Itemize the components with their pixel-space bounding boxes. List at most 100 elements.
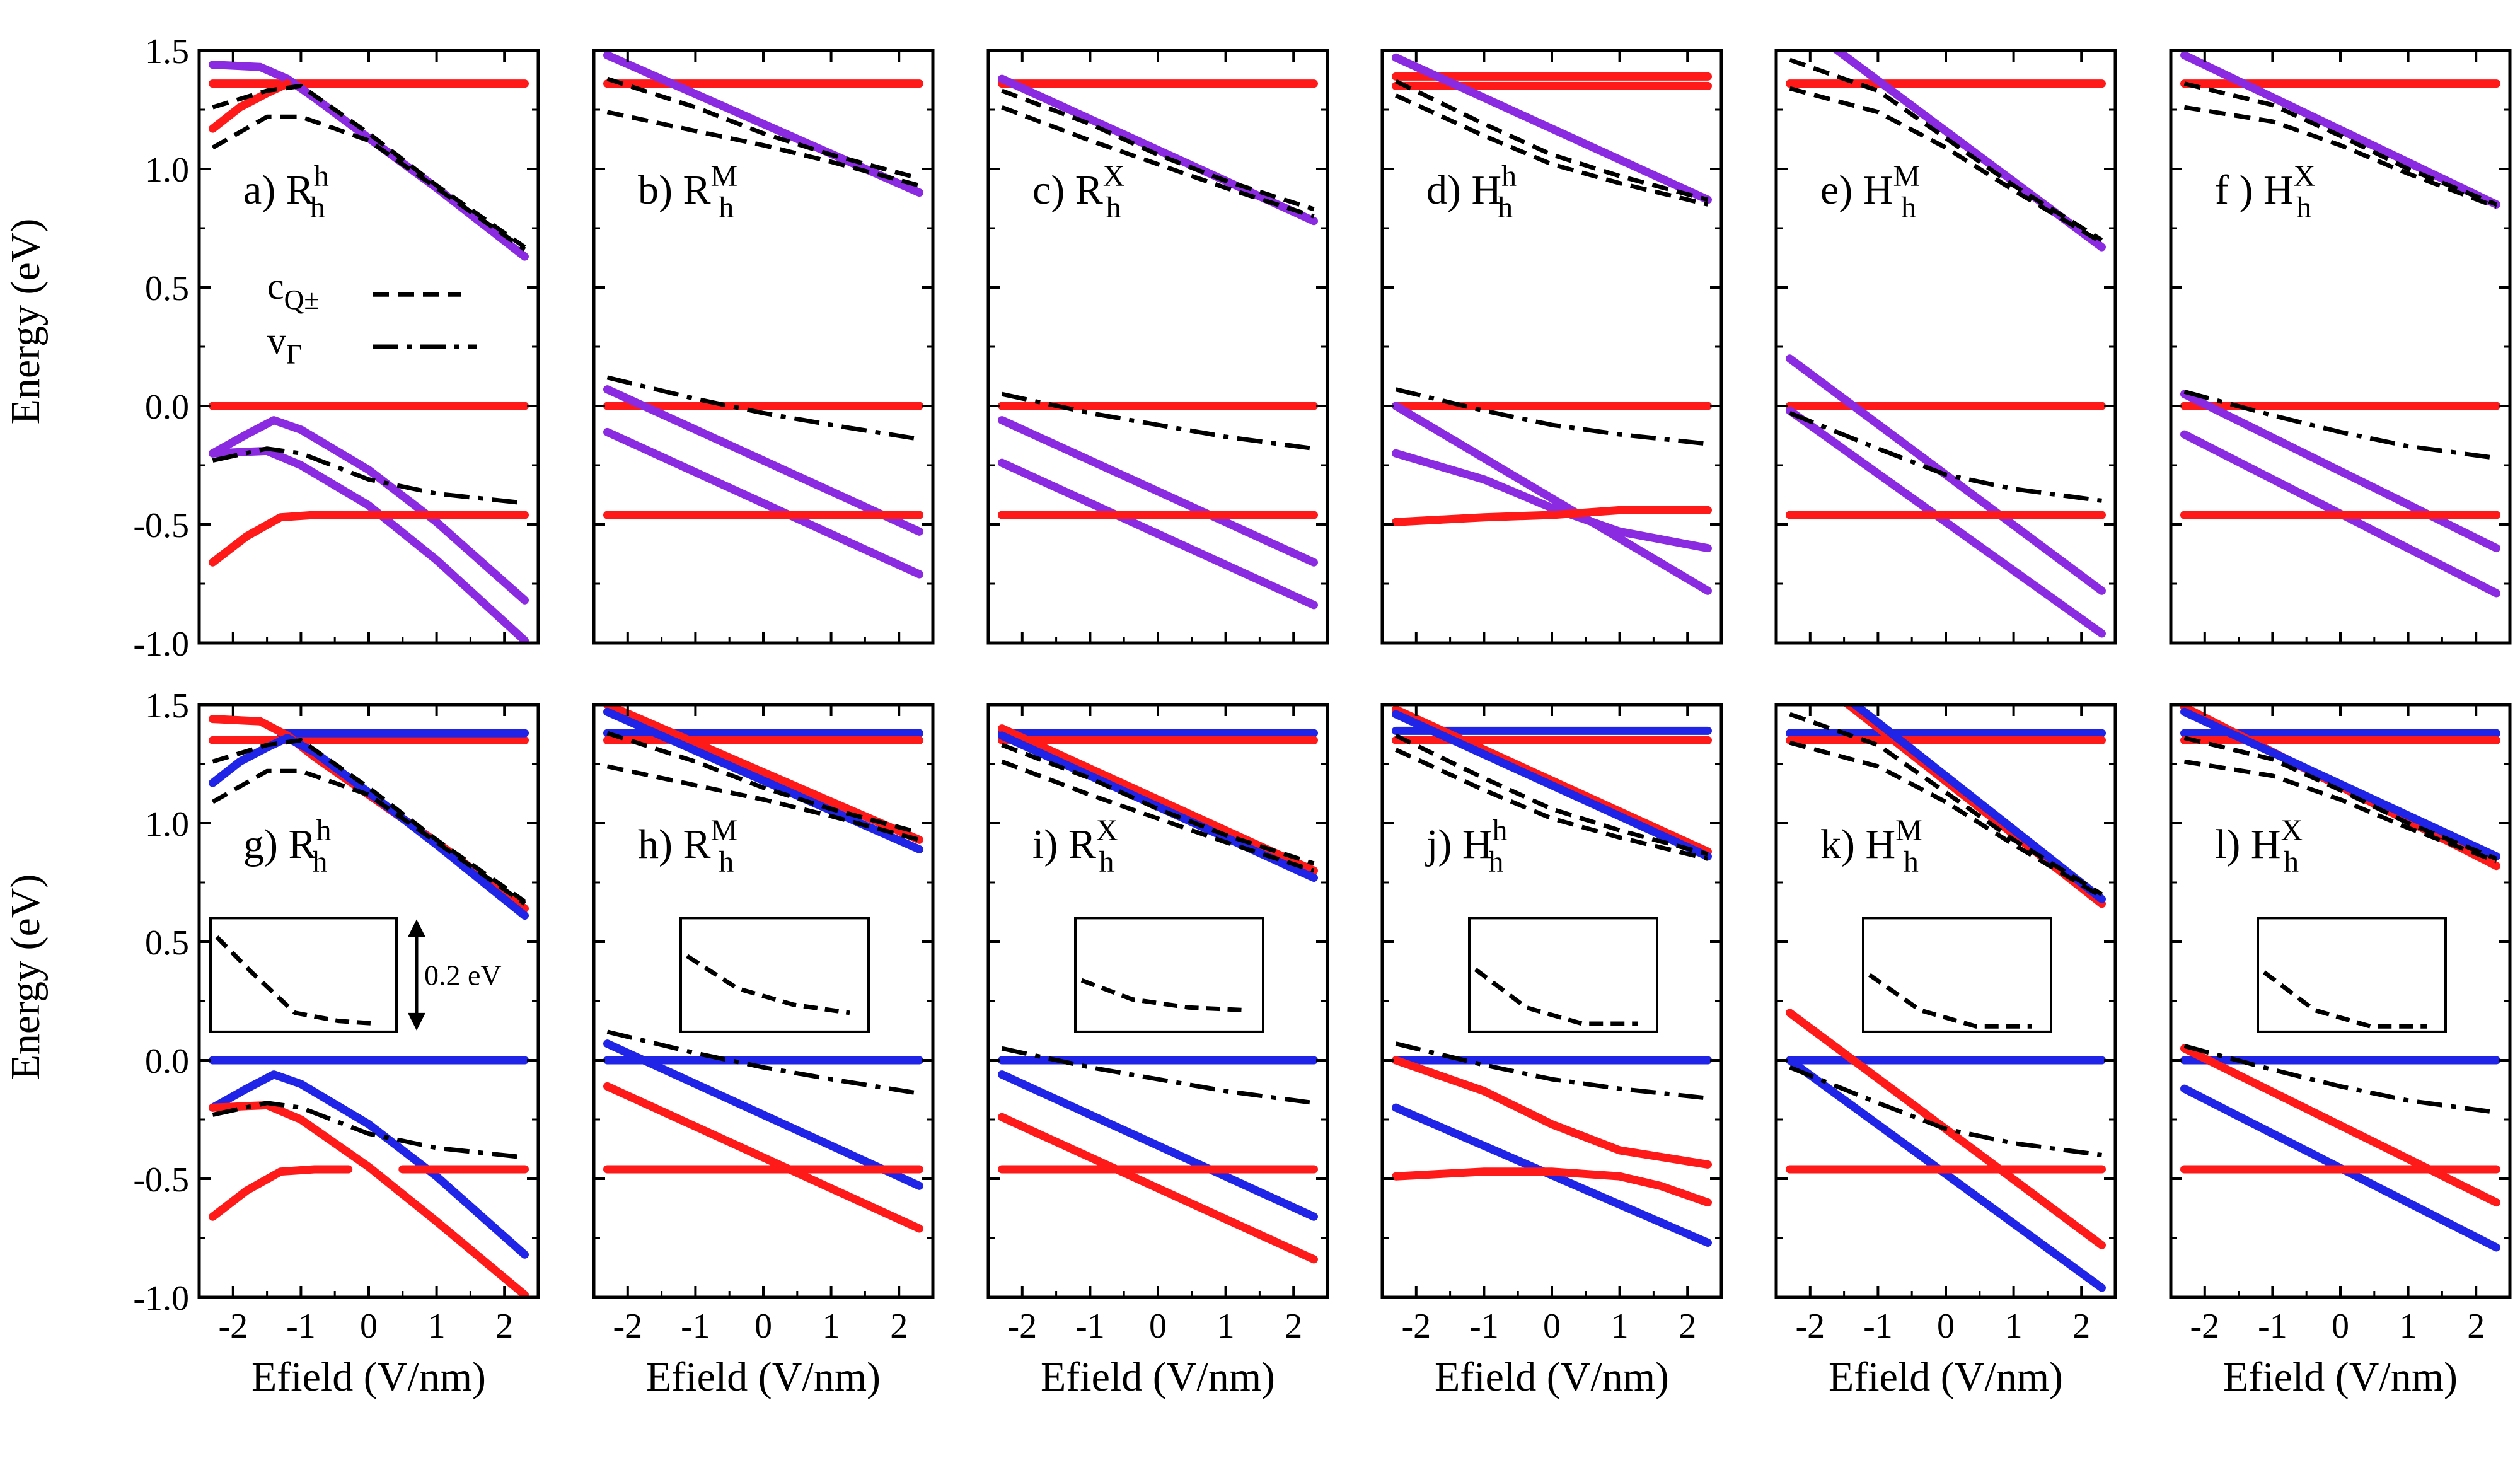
- y-tick-label: 0.0: [145, 388, 189, 427]
- x-tick-label: 1: [428, 1307, 446, 1346]
- series-line-c-q-: [606, 76, 920, 181]
- y-axis-label-top: Energy (eV): [3, 219, 49, 425]
- series-line-conduction-sloped: [998, 74, 1318, 226]
- panel-c: c) RX h: [986, 49, 1329, 645]
- panel-label: j) Hh h: [1425, 814, 1507, 879]
- panel-label-superscript: h: [1492, 814, 1507, 847]
- panel-label: e) HM h: [1820, 159, 1920, 224]
- inset-curve: [1868, 973, 2032, 1029]
- panel-label-subscript: h: [310, 191, 325, 224]
- panel-label-prefix: k) H: [1820, 821, 1895, 867]
- ticks-group: [1775, 703, 2117, 1299]
- series-line-c-q-: [1394, 79, 1709, 202]
- series-line-conduction-mixed: [209, 79, 292, 133]
- series-line-c-q-: [1001, 105, 1315, 219]
- panel-a: 1.5 1.0 0.5 0.0 -0.5 -1.0 a) Rh h cQ± vΓ: [133, 32, 540, 664]
- series-line-v-gamma: [212, 1101, 525, 1160]
- series-line-valence-lower: [603, 427, 923, 579]
- series-line-conduction-sloped-blue: [1848, 705, 2106, 903]
- panel-e: e) HM h: [1774, 49, 2117, 645]
- y-tick-label: 0.5: [145, 269, 189, 308]
- series-line-valence-red-upper: [2180, 1044, 2500, 1207]
- panel-label-superscript: h: [1501, 159, 1517, 193]
- series-line-conduction-sloped-red: [603, 705, 923, 844]
- legend-c-subscript: Q±: [284, 284, 320, 315]
- series-line-c-q-: [1789, 740, 2103, 899]
- panel-label-prefix: e) H: [1820, 167, 1893, 213]
- series-line-v-gamma: [2183, 390, 2497, 461]
- panel-label-prefix: g) R: [243, 821, 316, 867]
- series-line-c-q-: [211, 768, 526, 906]
- series-line-c-q-: [1789, 57, 2103, 242]
- y-tick-label: -1.0: [133, 625, 189, 664]
- series-line-valence-red-lower: [209, 1101, 529, 1297]
- series-group: [209, 61, 529, 643]
- series-group: [1392, 53, 1712, 595]
- x-tick-label: 0: [1937, 1307, 1955, 1346]
- x-tick-label: -2: [1795, 1307, 1825, 1346]
- panel-b: b) RM h: [592, 49, 935, 645]
- panel-label-superscript: X: [1103, 159, 1125, 193]
- series-line-valence-lower: [603, 1082, 923, 1233]
- panel-label-superscript: M: [711, 159, 738, 193]
- series-line-c-q-: [212, 83, 526, 249]
- series-line-v-gamma: [606, 1029, 920, 1096]
- series-line-c-q-: [2183, 759, 2497, 864]
- x-axis-label: Efield (V/nm): [1435, 1354, 1669, 1400]
- x-tick-label: 1: [2005, 1307, 2023, 1346]
- series-line-valence-upper: [2180, 390, 2500, 553]
- x-tick-label: -2: [218, 1307, 248, 1346]
- series-group: [1786, 705, 2106, 1292]
- x-axis-label: Efield (V/nm): [2223, 1354, 2458, 1400]
- series-line-c-q-: [1394, 733, 1709, 857]
- y-tick-label: -0.5: [133, 1160, 189, 1200]
- legend-label-c: cQ±: [267, 265, 320, 315]
- series-line-c-q-: [1395, 748, 1709, 861]
- panel-label-superscript: h: [316, 814, 332, 847]
- series-line-valence-red-deep: [1392, 1167, 1712, 1207]
- y-axis-label-bottom: Energy (eV): [3, 874, 49, 1080]
- panel-label-subscript: h: [719, 845, 734, 879]
- inset: [1468, 917, 1658, 1033]
- x-axis-label: Efield (V/nm): [251, 1354, 486, 1400]
- series-group: [998, 74, 1318, 610]
- panel-label-subscript: h: [1106, 191, 1121, 224]
- panel-label-subscript: h: [1488, 845, 1503, 879]
- x-tick-label: -1: [286, 1307, 316, 1346]
- panel-i: -2 -1 0 1 2 Efield (V/nm) i) RX h: [986, 703, 1329, 1400]
- panel-d: d) Hh h: [1380, 49, 1723, 645]
- x-tick-label: 2: [495, 1307, 513, 1346]
- x-tick-label: -1: [2258, 1307, 2287, 1346]
- panel-label: c) RX h: [1032, 159, 1124, 224]
- series-line-v-gamma: [1001, 391, 1314, 451]
- x-axis-label: Efield (V/nm): [1829, 1354, 2063, 1400]
- legend-v-base: v: [267, 320, 286, 361]
- panel-label: h) RM h: [638, 814, 737, 879]
- y-tick-label: 1.0: [145, 151, 189, 190]
- panel-label: a) Rh h: [243, 159, 329, 224]
- y-tick-label: 0.5: [145, 923, 189, 963]
- inset-curve: [2262, 970, 2427, 1029]
- inset-curve: [1474, 968, 1638, 1026]
- series-group: [603, 705, 923, 1233]
- x-tick-label: 1: [823, 1307, 840, 1346]
- panel-label-prefix: c) R: [1032, 167, 1103, 213]
- series-line-conduction-sloped-blue: [998, 731, 1318, 882]
- x-tick-label: 1: [1217, 1307, 1235, 1346]
- panel-label: f ) HX h: [2215, 159, 2315, 224]
- x-axis-label: Efield (V/nm): [1041, 1354, 1275, 1400]
- legend-label-v: vΓ: [267, 320, 302, 369]
- y-tick-label: 0.0: [145, 1042, 189, 1081]
- series-line-conduction-sloped: [2180, 51, 2500, 209]
- x-tick-label: 0: [2332, 1307, 2349, 1346]
- series-line-c-q-: [606, 764, 920, 842]
- panel-label-superscript: X: [1096, 814, 1118, 847]
- ticks-group: [592, 703, 934, 1299]
- series-group: [603, 51, 923, 579]
